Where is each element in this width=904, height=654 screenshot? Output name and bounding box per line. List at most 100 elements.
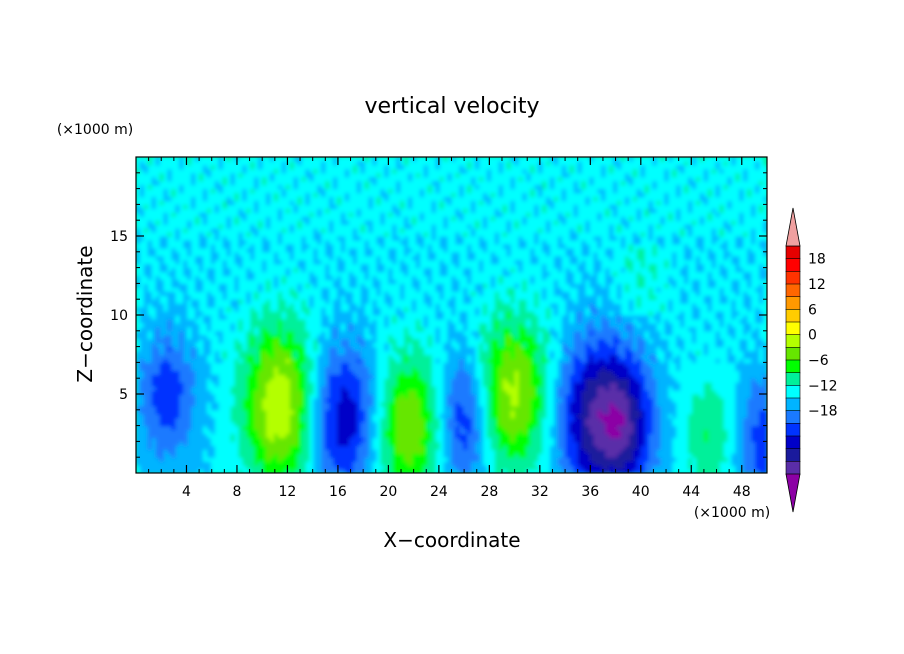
- field-cell: [404, 378, 409, 383]
- field-cell: [416, 409, 421, 415]
- field-cell: [262, 350, 267, 356]
- field-cell: [167, 354, 173, 360]
- field-cell: [270, 417, 275, 423]
- field-cell: [621, 429, 626, 435]
- field-cell: [483, 397, 488, 403]
- field-cell: [321, 437, 326, 442]
- field-cell: [680, 386, 685, 391]
- field-cell: [238, 394, 244, 399]
- field-cell: [199, 358, 204, 363]
- field-cell: [727, 358, 733, 363]
- field-cell: [554, 386, 559, 391]
- field-cell: [755, 433, 760, 439]
- field-cell: [467, 354, 472, 360]
- field-cell: [139, 453, 145, 458]
- field-cell: [356, 429, 362, 435]
- field-cell: [459, 370, 464, 375]
- field-cell: [187, 469, 192, 473]
- field-cell: [459, 465, 464, 470]
- field-cell: [274, 405, 279, 411]
- field-cell: [368, 453, 374, 458]
- field-cell: [293, 394, 299, 399]
- field-cell: [388, 397, 393, 403]
- field-cell: [187, 394, 192, 399]
- field-cell: [707, 401, 713, 407]
- field-cell: [660, 417, 666, 423]
- field-cell: [368, 358, 374, 363]
- field-cell: [502, 350, 508, 356]
- field-cell: [333, 457, 338, 462]
- field-cell: [581, 358, 587, 363]
- field-cell: [711, 413, 717, 419]
- field-cell: [565, 370, 571, 375]
- field-cell: [557, 409, 563, 415]
- field-cell: [435, 437, 441, 442]
- field-cell: [171, 421, 177, 427]
- field-cell: [206, 457, 212, 462]
- field-cell: [692, 421, 697, 427]
- field-cell: [396, 350, 401, 356]
- field-cell: [597, 401, 602, 407]
- field-cell: [593, 449, 599, 454]
- field-cell: [502, 445, 508, 450]
- field-cell: [222, 362, 228, 367]
- field-cell: [443, 469, 449, 473]
- field-cell: [530, 358, 535, 363]
- field-cell: [195, 378, 200, 383]
- field-cell: [329, 390, 334, 395]
- field-cell: [636, 465, 642, 470]
- field-cell: [755, 457, 760, 462]
- field-cell: [321, 433, 326, 439]
- field-cell: [692, 461, 697, 466]
- field-cell: [601, 366, 606, 371]
- field-cell: [715, 405, 721, 411]
- field-cell: [435, 370, 441, 375]
- field-cell: [317, 370, 322, 375]
- field-cell: [467, 374, 472, 379]
- field-cell: [605, 441, 610, 446]
- field-cell: [538, 405, 543, 411]
- field-cell: [530, 453, 535, 458]
- field-cell: [463, 429, 468, 435]
- field-cell: [246, 457, 251, 462]
- field-cell: [494, 394, 500, 399]
- field-cell: [368, 461, 374, 466]
- field-cell: [258, 437, 263, 442]
- field-cell: [463, 362, 468, 367]
- field-cell: [597, 449, 602, 454]
- field-cell: [143, 461, 149, 466]
- field-cell: [546, 358, 551, 363]
- field-cell: [226, 358, 232, 363]
- field-cell: [632, 417, 638, 423]
- field-cell: [601, 378, 606, 383]
- field-cell: [254, 437, 259, 442]
- field-cell: [293, 449, 299, 454]
- field-cell: [731, 425, 737, 431]
- field-cell: [522, 465, 528, 470]
- field-cell: [506, 374, 512, 379]
- field-cell: [333, 421, 338, 427]
- field-cell: [625, 370, 630, 375]
- field-cell: [226, 370, 232, 375]
- field-cell: [404, 350, 409, 356]
- field-cell: [632, 358, 638, 363]
- field-cell: [372, 405, 378, 411]
- field-cell: [313, 437, 319, 442]
- field-cell: [191, 390, 196, 395]
- field-cell: [277, 401, 283, 407]
- field-cell: [502, 425, 508, 431]
- field-cell: [763, 366, 767, 371]
- field-cell: [439, 390, 445, 395]
- field-cell: [644, 354, 650, 360]
- field-cell: [502, 354, 508, 360]
- field-cell: [502, 465, 508, 470]
- field-cell: [554, 350, 559, 356]
- field-cell: [684, 405, 689, 411]
- field-cell: [293, 370, 299, 375]
- field-cell: [214, 354, 220, 360]
- field-cell: [274, 362, 279, 367]
- field-cell: [187, 429, 192, 435]
- field-cell: [542, 401, 547, 407]
- field-cell: [546, 425, 551, 431]
- field-cell: [325, 469, 330, 473]
